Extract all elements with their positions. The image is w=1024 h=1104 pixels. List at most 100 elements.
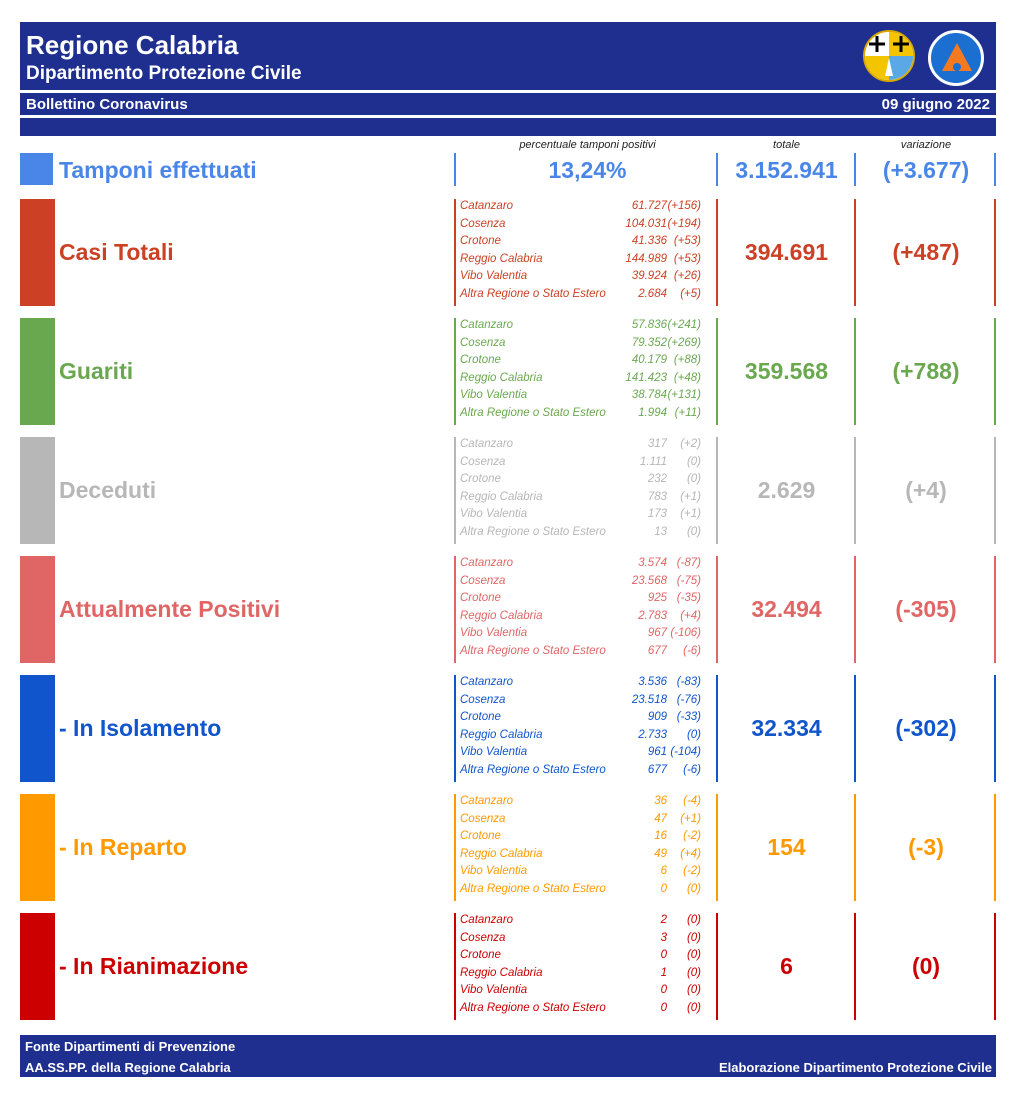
province-delta: (0) (686, 728, 701, 741)
tamponi-color-swatch (20, 153, 53, 185)
breakdown-row: Crotone 232 (0) (460, 473, 715, 491)
section-breakdown: Catanzaro 2 (0) Cosenza 3 (0) Crotone 0 (0) Reggi… (460, 914, 715, 1019)
tamponi-change: (+3.677) (882, 157, 970, 183)
province-name: Cosenza (460, 931, 506, 944)
province-delta: (+131) (667, 389, 701, 401)
province-delta: (+194) (667, 217, 701, 230)
province-name: Cosenza (460, 693, 506, 706)
breakdown-row: Crotone 40.179 (+88) (460, 354, 715, 372)
breakdown-row: Catanzaro 36 (-4) (460, 795, 715, 813)
breakdown-row: Cosenza 79.352 (+269) (460, 337, 715, 355)
province-name: Cosenza (460, 812, 506, 825)
province-delta: (-6) (683, 644, 701, 657)
province-name: Altra Regione o Stato Estero (460, 406, 606, 419)
province-value: 79.352 (631, 336, 667, 349)
tamponi-percent: 13,24% (548, 157, 627, 183)
province-name: Altra Regione o Stato Estero (460, 1001, 606, 1014)
breakdown-row: Reggio Calabria 141.423 (+48) (460, 372, 715, 390)
province-value: 232 (647, 473, 667, 485)
province-name: Catanzaro (460, 557, 514, 569)
province-value: 104.031 (625, 217, 667, 230)
province-delta: (-33) (676, 711, 701, 723)
province-value: 47 (654, 812, 667, 825)
section-rianimazione: - In Rianimazione Catanzaro 2 (0) Cosenza 3 (0… (20, 913, 1000, 1020)
section-breakdown: Catanzaro 3.574 (-87) Cosenza 23.568 (-75) Cro… (460, 557, 715, 662)
province-delta: (+1) (680, 490, 701, 503)
section-breakdown: Catanzaro 317 (+2) Cosenza 1.111 (0) Crotone 23… (460, 438, 715, 543)
section-color-swatch (20, 437, 55, 544)
province-name: Crotone (460, 949, 501, 961)
section-casi: Casi Totali Catanzaro 61.727 (+156) Cosenza 1… (20, 199, 1000, 306)
breakdown-row: Catanzaro 3.536 (-83) (460, 676, 715, 694)
province-value: 0 (660, 882, 667, 895)
province-delta: (+53) (673, 235, 701, 247)
breakdown-row: Reggio Calabria 144.989 (+53) (460, 253, 715, 271)
breakdown-row: Altra Regione o Stato Estero 2.684 (+5) (460, 288, 715, 306)
breakdown-row: Catanzaro 3.574 (-87) (460, 557, 715, 575)
section-color-swatch (20, 199, 55, 306)
province-value: 925 (647, 592, 667, 604)
section-total: 154 (767, 834, 806, 860)
breakdown-row: Reggio Calabria 2.783 (+4) (460, 610, 715, 628)
province-delta: (-75) (676, 574, 701, 587)
section-color-swatch (20, 675, 55, 782)
province-delta: (+1) (680, 812, 701, 825)
province-delta: (-104) (670, 746, 701, 758)
breakdown-row: Cosenza 23.518 (-76) (460, 694, 715, 712)
province-name: Cosenza (460, 217, 506, 230)
breakdown-row: Vibo Valentia 38.784 (+131) (460, 389, 715, 407)
province-delta: (0) (686, 984, 701, 996)
province-value: 317 (647, 438, 667, 450)
footer-source-1: Fonte Dipartimenti di Prevenzione (25, 1039, 236, 1054)
province-delta: (0) (686, 455, 701, 468)
province-value: 1.111 (639, 455, 667, 468)
province-value: 677 (647, 763, 667, 776)
province-value: 6 (660, 865, 667, 877)
province-name: Catanzaro (460, 438, 514, 450)
province-name: Reggio Calabria (460, 490, 543, 503)
province-value: 41.336 (631, 235, 667, 247)
province-value: 39.924 (631, 270, 667, 282)
province-value: 16 (654, 830, 667, 842)
tamponi-total: 3.152.941 (735, 157, 838, 183)
column-header-total: totale (773, 139, 800, 151)
bulletin-date: 09 giugno 2022 (881, 96, 990, 113)
tamponi-label: Tamponi effettuati (59, 157, 257, 183)
section-total: 6 (780, 953, 793, 979)
province-delta: (+1) (680, 508, 701, 520)
province-delta: (0) (686, 914, 701, 926)
section-breakdown: Catanzaro 57.836 (+241) Cosenza 79.352 (+269)… (460, 319, 715, 424)
breakdown-row: Vibo Valentia 961 (-104) (460, 746, 715, 764)
province-value: 2.733 (638, 728, 667, 741)
province-value: 967 (647, 627, 667, 639)
breakdown-row: Altra Regione o Stato Estero 1.994 (+11) (460, 407, 715, 425)
province-name: Crotone (460, 473, 501, 485)
regione-calabria-crest-icon (863, 30, 915, 82)
section-change: (+4) (905, 477, 947, 503)
province-name: Crotone (460, 830, 501, 842)
province-name: Cosenza (460, 336, 506, 349)
breakdown-row: Reggio Calabria 783 (+1) (460, 491, 715, 509)
section-positivi: Attualmente Positivi Catanzaro 3.574 (-87) C… (20, 556, 1000, 663)
page-subtitle: Dipartimento Protezione Civile (26, 63, 302, 84)
tamponi-row: Tamponi effettuati 13,24% 3.152.941 (+3.… (20, 150, 1000, 190)
breakdown-row: Altra Regione o Stato Estero 677 (-6) (460, 764, 715, 782)
province-delta: (0) (686, 931, 701, 944)
province-name: Altra Regione o Stato Estero (460, 763, 606, 776)
province-value: 909 (647, 711, 667, 723)
province-delta: (0) (686, 966, 701, 979)
section-label: - In Rianimazione (59, 953, 249, 979)
province-value: 23.568 (631, 574, 667, 587)
province-name: Crotone (460, 354, 501, 366)
province-value: 0 (660, 1001, 667, 1014)
breakdown-row: Crotone 909 (-33) (460, 711, 715, 729)
province-name: Reggio Calabria (460, 609, 543, 622)
province-delta: (+4) (680, 847, 701, 860)
province-value: 57.836 (631, 319, 667, 331)
province-name: Altra Regione o Stato Estero (460, 287, 606, 300)
breakdown-row: Cosenza 23.568 (-75) (460, 575, 715, 593)
province-delta: (+53) (673, 252, 701, 265)
breakdown-row: Altra Regione o Stato Estero 677 (-6) (460, 645, 715, 663)
province-name: Vibo Valentia (460, 627, 528, 639)
province-delta: (+26) (673, 270, 701, 282)
